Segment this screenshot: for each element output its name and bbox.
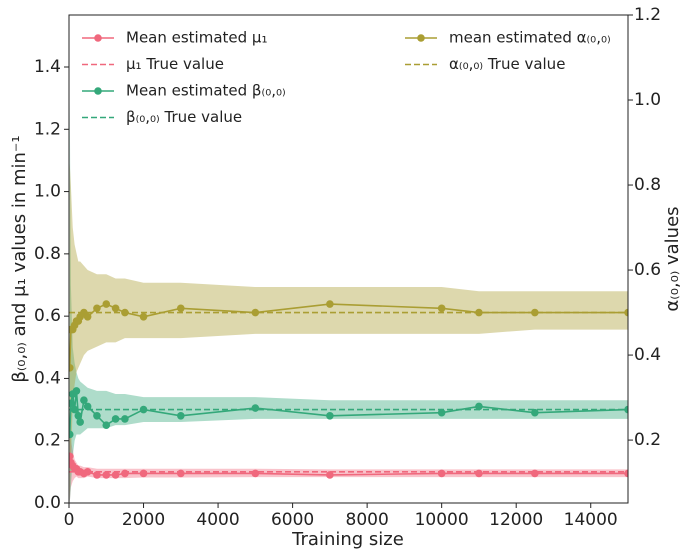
point: [102, 421, 111, 429]
y-tick-label: 0.2: [34, 431, 61, 451]
point: [177, 469, 185, 478]
y-tick-label: 1.4: [34, 57, 61, 77]
point: [93, 304, 101, 313]
point: [102, 471, 111, 479]
point: [69, 364, 74, 372]
legend-label: β₍₀,₀₎ True value: [126, 108, 242, 126]
point: [437, 469, 446, 478]
x-axis-label: Training size: [291, 529, 404, 550]
plot-frame: [68, 14, 629, 504]
y2-tick-label: 1.0: [634, 90, 661, 110]
point: [111, 415, 120, 423]
point: [102, 300, 111, 308]
plot-area: [69, 98, 628, 503]
point: [624, 469, 628, 478]
y-tick-label: 0.0: [34, 493, 61, 513]
x-tick-label: 6000: [271, 510, 314, 530]
point: [139, 405, 148, 414]
y-axis-label: β₍₀,₀₎ and μ₁ values in min⁻¹: [9, 135, 30, 382]
legend-label: Mean estimated μ₁: [126, 29, 268, 47]
point: [531, 408, 539, 417]
point: [69, 430, 74, 439]
y2-tick-label: 1.2: [634, 5, 661, 25]
point: [72, 387, 81, 395]
legend-label: μ₁ True value: [126, 55, 224, 73]
point: [251, 469, 260, 478]
point: [76, 418, 84, 426]
legend-marker: [417, 34, 425, 42]
x-tick-label: 0: [64, 510, 75, 530]
y-tick-label: 0.8: [34, 244, 61, 264]
x-tick-label: 4000: [196, 510, 239, 530]
y-tick-label: 1.0: [34, 182, 61, 202]
point: [624, 405, 628, 414]
confidence-band: [69, 163, 628, 500]
x-tick-label: 8000: [346, 510, 389, 530]
point: [177, 412, 185, 420]
point: [93, 471, 101, 479]
point: [83, 313, 92, 321]
point: [251, 404, 260, 412]
point: [111, 304, 120, 313]
confidence-band: [69, 98, 628, 503]
y2-tick-label: 0.6: [634, 260, 661, 280]
legend-label: α₍₀,₀₎ True value: [449, 55, 565, 73]
y-tick-label: 1.2: [34, 119, 61, 139]
point: [251, 308, 260, 317]
point: [531, 469, 539, 478]
x-tick-label: 2000: [122, 510, 165, 530]
point: [80, 396, 88, 405]
point: [74, 412, 83, 420]
point: [121, 469, 129, 478]
point: [83, 402, 92, 411]
point: [177, 304, 185, 313]
y2-tick-label: 0.8: [634, 175, 661, 195]
legend-marker: [94, 34, 102, 42]
x-tick-label: 10000: [415, 510, 469, 530]
point: [437, 304, 446, 313]
point: [326, 300, 334, 308]
legend-marker: [94, 87, 102, 95]
x-tick-label: 12000: [489, 510, 543, 530]
point: [139, 313, 148, 321]
point: [69, 399, 75, 408]
y-tick-label: 0.4: [34, 368, 61, 388]
point: [70, 405, 79, 414]
y2-axis-label: α₍₀,₀₎ values: [662, 206, 683, 311]
y-tick-label: 0.6: [34, 306, 61, 326]
point: [111, 471, 120, 479]
point: [326, 412, 334, 420]
point: [139, 469, 148, 478]
confidence-band: [69, 409, 628, 503]
point: [121, 415, 129, 423]
x-tick-label: 14000: [564, 510, 618, 530]
point: [437, 408, 446, 417]
point: [69, 452, 74, 461]
point: [475, 402, 483, 411]
point: [326, 471, 334, 479]
point: [475, 469, 483, 478]
point: [93, 412, 101, 420]
point: [121, 308, 129, 317]
point: [83, 468, 92, 476]
y2-tick-label: 0.2: [634, 430, 661, 450]
point: [531, 308, 539, 317]
point: [624, 308, 628, 317]
y2-tick-label: 0.4: [634, 345, 661, 365]
legend-label: Mean estimated β₍₀,₀₎: [126, 82, 286, 100]
point: [475, 308, 483, 317]
legend-label: mean estimated α₍₀,₀₎: [449, 29, 611, 47]
